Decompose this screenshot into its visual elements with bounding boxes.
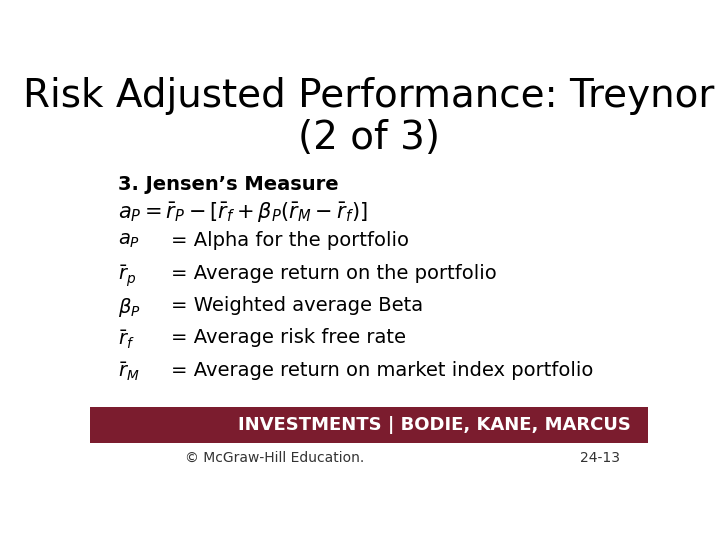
Text: $a_P = \bar{r}_P - \left[\bar{r}_f + \beta_P\left(\bar{r}_M - \bar{r}_f\right)\r: $a_P = \bar{r}_P - \left[\bar{r}_f + \be…	[118, 201, 367, 225]
FancyBboxPatch shape	[90, 407, 648, 443]
Text: Risk Adjusted Performance: Treynor: Risk Adjusted Performance: Treynor	[23, 77, 715, 115]
Text: = Weighted average Beta: = Weighted average Beta	[171, 296, 423, 315]
Text: = Alpha for the portfolio: = Alpha for the portfolio	[171, 231, 409, 250]
Text: © McGraw-Hill Education.: © McGraw-Hill Education.	[184, 451, 364, 465]
Text: (2 of 3): (2 of 3)	[298, 119, 440, 157]
Text: $\bar{r}_M$: $\bar{r}_M$	[118, 361, 140, 383]
Text: = Average return on market index portfolio: = Average return on market index portfol…	[171, 361, 593, 380]
Text: INVESTMENTS | BODIE, KANE, MARCUS: INVESTMENTS | BODIE, KANE, MARCUS	[238, 416, 631, 434]
Text: 3. Jensen’s Measure: 3. Jensen’s Measure	[118, 175, 338, 194]
Text: $a_P$: $a_P$	[118, 231, 140, 250]
Text: = Average risk free rate: = Average risk free rate	[171, 328, 406, 347]
Text: = Average return on the portfolio: = Average return on the portfolio	[171, 264, 497, 282]
Text: $\bar{r}_f$: $\bar{r}_f$	[118, 328, 135, 350]
Text: $\beta_P$: $\beta_P$	[118, 296, 140, 319]
Text: 24-13: 24-13	[580, 451, 620, 465]
Text: $\bar{r}_p$: $\bar{r}_p$	[118, 264, 136, 289]
